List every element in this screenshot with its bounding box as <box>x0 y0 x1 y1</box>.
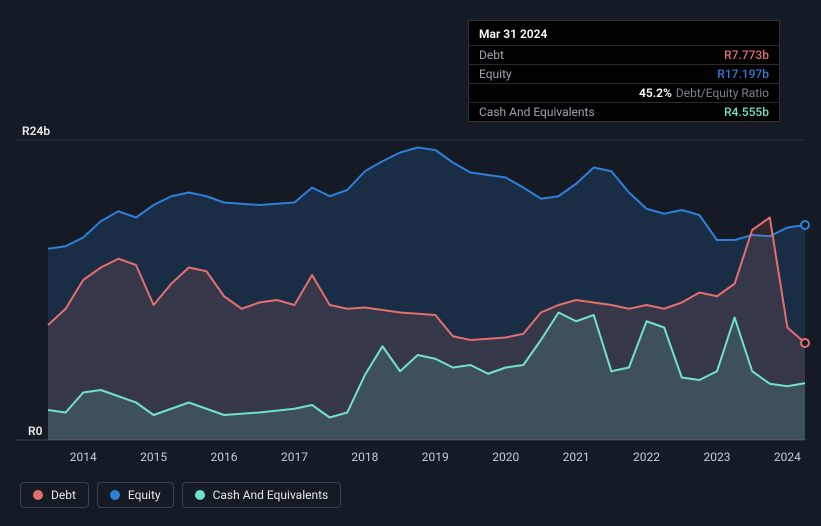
x-tick-label: 2023 <box>703 450 730 464</box>
legend-label: Cash And Equivalents <box>213 488 329 502</box>
legend-item-debt[interactable]: Debt <box>20 482 89 508</box>
tooltip-ratio-pct: 45.2% <box>639 86 672 100</box>
tooltip-row-debt: Debt R7.773b <box>469 45 779 64</box>
tooltip-row-cash: Cash And Equivalents R4.555b <box>469 102 779 121</box>
chart-tooltip: Mar 31 2024 Debt R7.773b Equity R17.197b… <box>468 20 780 122</box>
x-tick-label: 2021 <box>563 450 590 464</box>
x-tick-label: 2018 <box>351 450 378 464</box>
legend-label: Debt <box>51 488 76 502</box>
x-tick-label: 2016 <box>211 450 238 464</box>
x-tick-label: 2022 <box>633 450 660 464</box>
tooltip-value: R7.773b <box>724 48 769 62</box>
tooltip-label: Equity <box>479 67 512 81</box>
tooltip-label: Cash And Equivalents <box>479 105 595 119</box>
x-tick-label: 2019 <box>422 450 449 464</box>
x-tick-label: 2020 <box>492 450 519 464</box>
x-tick-label: 2015 <box>140 450 167 464</box>
tooltip-ratio-label: Debt/Equity Ratio <box>676 86 769 100</box>
x-tick-label: 2024 <box>774 450 801 464</box>
tooltip-value: R4.555b <box>724 105 769 119</box>
tooltip-row-equity: Equity R17.197b <box>469 64 779 83</box>
chart-legend: Debt Equity Cash And Equivalents <box>20 482 341 508</box>
x-tick-label: 2014 <box>70 450 97 464</box>
tooltip-date: Mar 31 2024 <box>469 21 779 45</box>
tooltip-row-ratio: 45.2% Debt/Equity Ratio <box>469 83 779 102</box>
x-tick-label: 2017 <box>281 450 308 464</box>
circle-icon <box>33 490 43 500</box>
legend-label: Equity <box>128 488 161 502</box>
circle-icon <box>195 490 205 500</box>
legend-item-equity[interactable]: Equity <box>97 482 174 508</box>
tooltip-label: Debt <box>479 48 504 62</box>
circle-icon <box>110 490 120 500</box>
tooltip-ratio: 45.2% Debt/Equity Ratio <box>639 86 769 100</box>
equity-end-marker <box>800 220 810 230</box>
legend-item-cash[interactable]: Cash And Equivalents <box>182 482 342 508</box>
debt-end-marker <box>800 338 810 348</box>
tooltip-value: R17.197b <box>717 67 769 81</box>
